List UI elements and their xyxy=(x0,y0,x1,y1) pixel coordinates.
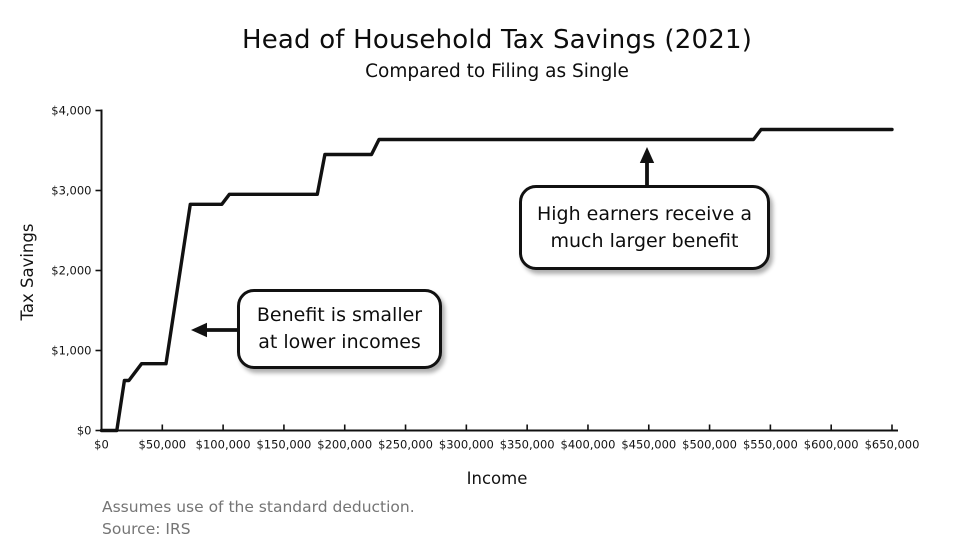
footnote-source: Source: IRS xyxy=(102,520,191,538)
y-axis-tick-labels: $0 $1,000 $2,000 $3,000 $4,000 xyxy=(51,104,91,438)
x-tick-label: $150,000 xyxy=(256,438,311,452)
y-tick-label: $4,000 xyxy=(51,104,91,118)
chart-title: Head of Household Tax Savings (2021) xyxy=(241,25,753,55)
annotation-box-low-income: Benefit is smaller at lower incomes xyxy=(237,289,442,369)
chart-subtitle: Compared to Filing as Single xyxy=(365,61,629,82)
x-tick-label: $600,000 xyxy=(804,438,859,452)
annotation-text-line: Benefit is smaller xyxy=(256,304,423,326)
x-axis-ticks xyxy=(100,424,893,431)
annotation-arrows xyxy=(191,147,655,338)
y-axis-title: Tax Savings xyxy=(18,223,37,321)
annotation-box-high-earners: High earners receive a much larger benef… xyxy=(519,185,770,270)
x-tick-label: $450,000 xyxy=(621,438,676,452)
x-tick-label: $50,000 xyxy=(139,438,187,452)
x-tick-label: $200,000 xyxy=(317,438,372,452)
footnote-standard-deduction: Assumes use of the standard deduction. xyxy=(102,498,415,516)
y-tick-label: $1,000 xyxy=(51,344,91,358)
arrow-up-head-icon xyxy=(639,147,655,163)
annotation-text-line: at lower incomes xyxy=(258,331,421,353)
y-tick-label: $3,000 xyxy=(51,184,91,198)
x-axis-title: Income xyxy=(466,469,528,488)
x-tick-label: $100,000 xyxy=(196,438,251,452)
tax-savings-line xyxy=(99,127,894,433)
x-tick-label: $650,000 xyxy=(865,438,920,452)
x-axis-tick-labels: $0 $50,000 $100,000 $150,000 $200,000 $250,00… xyxy=(94,438,919,452)
x-tick-label: $0 xyxy=(94,438,109,452)
x-tick-label: $550,000 xyxy=(743,438,798,452)
axes xyxy=(100,109,898,432)
annotation-text-line: much larger benefit xyxy=(550,229,739,252)
y-tick-label: $0 xyxy=(77,424,92,438)
tax-savings-series-path xyxy=(99,127,894,433)
annotation-text-line: High earners receive a xyxy=(536,202,753,225)
arrow-left-head-icon xyxy=(191,322,207,338)
y-tick-label: $2,000 xyxy=(51,264,91,278)
x-tick-label: $400,000 xyxy=(561,438,616,452)
x-tick-label: $500,000 xyxy=(682,438,737,452)
x-tick-label: $350,000 xyxy=(500,438,555,452)
x-tick-label: $250,000 xyxy=(378,438,433,452)
x-tick-label: $300,000 xyxy=(439,438,494,452)
